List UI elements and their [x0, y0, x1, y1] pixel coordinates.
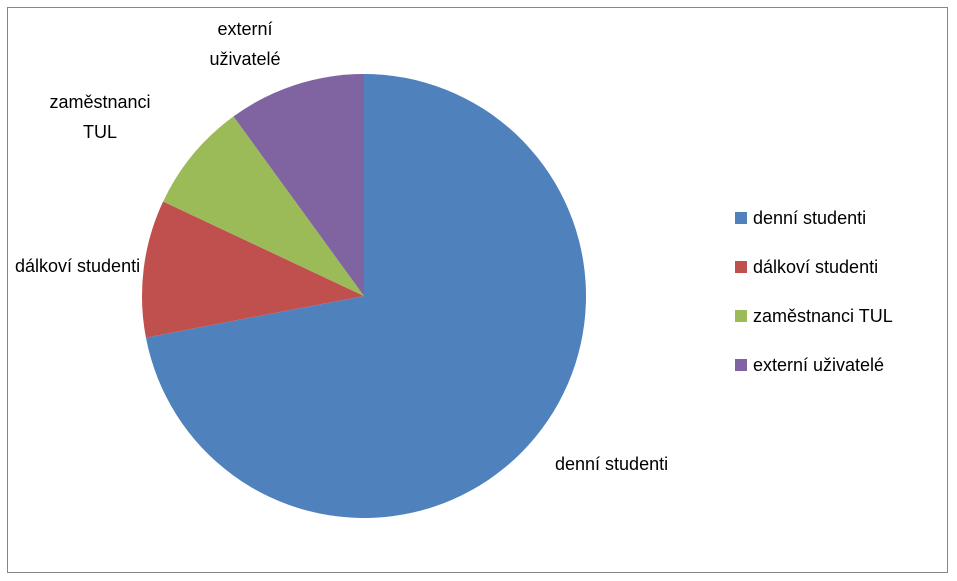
legend-label: externí uživatelé: [753, 354, 885, 375]
data-label-2: zaměstnanci TUL: [49, 92, 150, 142]
pie-slice-3: [233, 74, 364, 296]
data-label-1: dálkoví studenti: [15, 256, 140, 276]
legend-label: denní studenti: [753, 207, 867, 228]
pie-slice-2: [163, 116, 364, 296]
data-label-0: denní studenti: [555, 454, 668, 474]
legend-item-zamestnanci-tul: zaměstnanci TUL: [735, 304, 945, 328]
legend-label: zaměstnanci TUL: [753, 305, 893, 326]
legend-label: dálkoví studenti: [753, 256, 879, 277]
legend-item-dalkovi-studenti: dálkoví studenti: [735, 255, 945, 279]
legend-item-externi-uzivatele: externí uživatelé: [735, 353, 945, 377]
pie-slice-0: [145, 74, 586, 518]
pie-slice-1: [142, 201, 364, 338]
legend-swatch: [735, 359, 747, 371]
legend-swatch: [735, 212, 747, 224]
legend-swatch: [735, 310, 747, 322]
legend-item-denni-studenti: denní studenti: [735, 206, 945, 230]
chart-legend: denní studenti dálkoví studenti zaměstna…: [735, 206, 945, 402]
legend-swatch: [735, 261, 747, 273]
data-label-3: externí uživatelé: [209, 19, 280, 69]
